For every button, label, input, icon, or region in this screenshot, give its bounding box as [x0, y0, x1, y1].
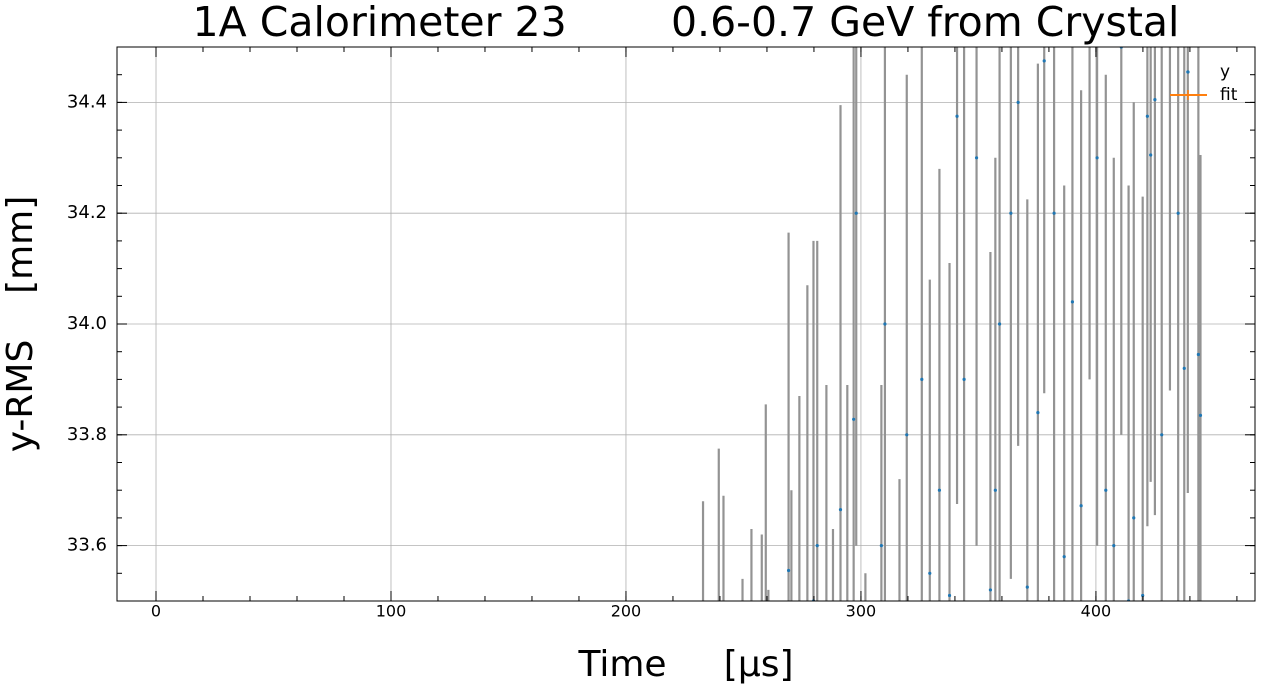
data-point: [1062, 555, 1066, 559]
ticks: 0 100 200 300 400 33.6 33.8 34.0 34.2 34.4: [67, 46, 1255, 621]
data-point: [879, 544, 883, 548]
y-tick-label: 33.6: [67, 535, 107, 556]
x-tick-label: 200: [611, 602, 642, 621]
x-tick-label: 100: [376, 602, 407, 621]
data-point: [806, 655, 809, 658]
x-tick-label: 400: [1081, 602, 1112, 621]
data-point: [988, 588, 993, 592]
data-point: [1016, 100, 1020, 104]
data-point: [1176, 211, 1180, 215]
data-point: [883, 322, 887, 326]
data-point: [1141, 593, 1145, 598]
chart-title: 1A Calorimeter 23 0.6-0.7 GeV from Cryst…: [193, 0, 1180, 46]
data-point: [1160, 433, 1164, 437]
data-point: [1025, 585, 1029, 589]
data-point: [1182, 366, 1186, 370]
data-point: [947, 593, 952, 598]
data-point: [1112, 544, 1116, 548]
x-tick-label: 300: [846, 602, 877, 621]
data-point: [838, 507, 843, 512]
data-point: [962, 377, 966, 381]
data-point: [1104, 488, 1108, 492]
data-point: [993, 488, 997, 492]
data-point: [815, 544, 819, 548]
legend-label: fit: [1220, 85, 1238, 105]
data-point: [1009, 211, 1013, 215]
data-point: [852, 417, 856, 421]
data-point: [1079, 504, 1083, 508]
data-point: [937, 488, 942, 492]
data-point: [1132, 516, 1136, 520]
grid: [117, 47, 1255, 601]
y-tick-label: 34.2: [67, 202, 107, 223]
data-point: [955, 114, 959, 118]
data-point: [1198, 413, 1203, 418]
data-point: [974, 156, 979, 160]
plot-frame: [116, 46, 1256, 602]
y-tick-label: 34.0: [67, 313, 107, 334]
data-point: [1149, 153, 1153, 157]
data-point: [1070, 300, 1075, 304]
data-point: [997, 322, 1002, 326]
plot-area: [701, 47, 1203, 658]
y-tick-label: 33.8: [67, 424, 107, 445]
data-point: [1042, 59, 1046, 63]
x-tick-label: 0: [151, 602, 161, 621]
data-point: [920, 377, 924, 381]
y-axis-label: y-RMS [mm]: [0, 196, 41, 453]
data-point: [1052, 211, 1056, 215]
y-tick-label: 34.4: [67, 91, 107, 112]
data-point: [1153, 98, 1157, 102]
data-point: [1095, 156, 1099, 160]
data-point: [1036, 411, 1040, 415]
legend: y fit: [1170, 62, 1238, 105]
data-point: [786, 568, 791, 573]
data-point: [1196, 352, 1200, 357]
data-point: [928, 571, 932, 575]
data-point: [1145, 114, 1149, 118]
data-point: [825, 655, 828, 658]
legend-marker: [1186, 70, 1190, 74]
data-point: [905, 433, 909, 437]
x-axis-label: Time [μs]: [577, 644, 793, 685]
data-point: [854, 211, 858, 215]
legend-label: y: [1220, 62, 1230, 82]
